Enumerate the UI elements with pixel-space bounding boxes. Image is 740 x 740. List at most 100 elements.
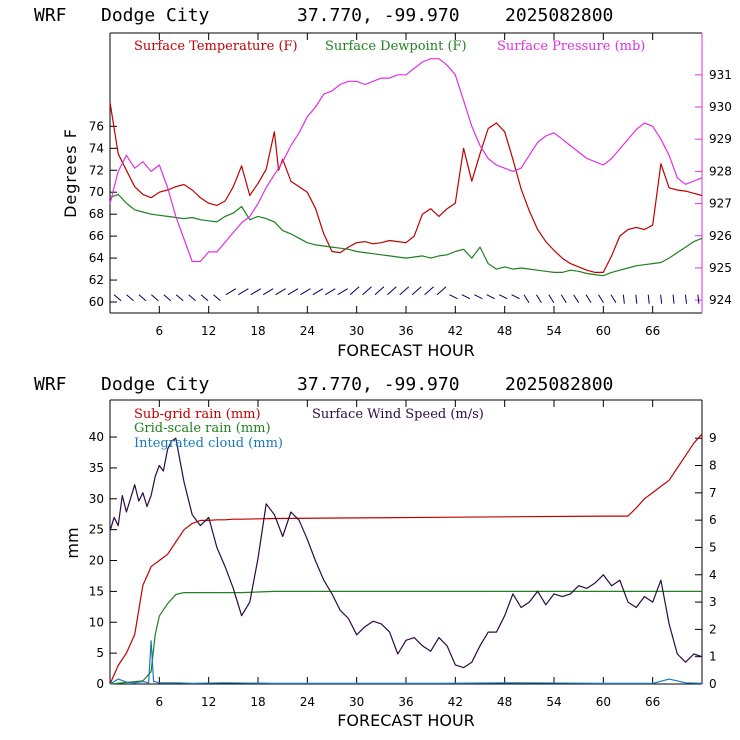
series-line-grid-scale-rain [109,590,702,685]
top-y-tick-label: 70 [89,185,104,199]
top-y2-tick-label: 926 [709,229,732,243]
top-panel-legend: Surface Temperature (F) Surface Dewpoint… [134,39,645,54]
bottom-y-tick-label: 15 [89,584,104,598]
bottom-x-tick-label: 36 [398,695,413,709]
bottom-x-tick-label: 24 [300,695,315,709]
top-panel-plot: 6 12 18 24 30 36 42 48 54 60 66 60 62 64 66 68 70 72 74 76 9… [89,32,732,338]
series-line-surface-wind-speed [109,437,703,669]
series-line-sub-grid-rain [109,433,703,685]
wind-barb [126,294,134,302]
wind-barb [449,294,458,300]
bottom-x-tick-label: 18 [250,695,265,709]
bottom-y-tick-label: 25 [89,523,104,537]
wind-barb [697,294,700,304]
wind-barb [175,294,184,302]
bottom-y-tick-label: 20 [89,554,104,568]
wind-barb [684,294,687,304]
wind-barb [225,288,237,296]
top-y-tick-label: 62 [89,273,104,287]
legend-surface-wind-speed: Surface Wind Speed (m/s) [312,407,484,422]
top-x-tick-label: 6 [156,324,164,338]
bottom-y2-tick-label: 0 [709,677,717,691]
bottom-x-tick-label: 48 [497,695,512,709]
legend-gridscale-rain: Grid-scale rain (mm) [134,421,271,436]
wind-barb [411,286,422,296]
wind-barb [672,294,675,304]
legend-subgrid-rain: Sub-grid rain (mm) [134,407,261,422]
wind-barb [287,288,299,296]
top-y2-tick-label: 929 [709,132,732,146]
wind-barb [262,288,274,296]
wind-barb [560,294,567,303]
bottom-y2-tick-label: 2 [709,622,717,636]
bottom-y-tick-label: 5 [96,646,104,660]
bottom-y2-tick-label: 7 [709,486,717,500]
top-x-tick-label: 60 [596,324,611,338]
wind-barb [622,294,625,304]
wind-barb [461,294,471,300]
top-y-tick-label: 74 [89,141,104,155]
top-x-tick-label: 66 [645,324,660,338]
top-x-tick-label: 18 [250,324,265,338]
wind-barb [647,294,650,304]
top-x-tick-label: 36 [398,324,413,338]
top-x-tick-label: 54 [546,324,561,338]
bottom-x-tick-label: 54 [546,695,561,709]
bottom-header-model: WRF [34,374,67,395]
wind-barb [312,288,324,296]
wind-barb [349,286,360,296]
top-y-tick-label: 60 [89,295,104,309]
wind-barb [548,294,555,303]
bottom-x-tick-label: 30 [349,695,364,709]
bottom-x-tick-label: 42 [448,695,463,709]
top-panel-header: WRF Dodge City 37.770, -99.970 202508280… [34,5,613,26]
wind-barb [635,294,638,304]
wind-barb [598,294,604,303]
bottom-panel-plot: 6 12 18 24 30 36 42 48 54 60 660510152025303540012… [89,399,717,709]
wind-barb [113,294,122,302]
top-header-run: 2025082800 [505,5,613,26]
wind-barb [337,288,348,296]
wind-barb [486,294,495,300]
top-x-tick-label: 30 [349,324,364,338]
wind-barb [573,294,580,303]
wind-barb [325,288,336,296]
wind-barb [200,294,209,302]
wind-barb [250,288,261,296]
top-y-tick-label: 76 [89,119,104,133]
bottom-x-tick-label: 66 [645,695,660,709]
legend-surface-pressure: Surface Pressure (mb) [497,39,645,54]
bottom-y2-tick-label: 3 [709,595,717,609]
legend-integrated-cloud: Integrated cloud (mm) [134,436,283,451]
legend-surface-dewpoint: Surface Dewpoint (F) [325,39,467,54]
wind-barb [585,294,592,303]
top-y2-tick-label: 924 [709,293,732,307]
wind-barb [523,294,530,303]
wind-barb [138,294,147,302]
bottom-y-tick-label: 35 [89,461,104,475]
bottom-header-run: 2025082800 [505,374,613,395]
bottom-x-tick-label: 6 [156,695,164,709]
bottom-x-axis-label: FORECAST HOUR [337,711,475,730]
top-y2-tick-label: 931 [709,68,732,82]
top-header-model: WRF [34,5,67,26]
bottom-header-station: Dodge City [101,374,210,395]
wind-barb [387,286,397,296]
bottom-panel-header: WRF Dodge City 37.770, -99.970 202508280… [34,374,613,395]
wind-barb [362,286,372,296]
series-line-integrated-cloud [109,640,703,685]
wind-barb [275,288,286,296]
wind-barb [151,294,159,302]
wind-barb [374,286,385,296]
wind-barb [535,294,542,303]
wind-barb [436,286,447,296]
wind-barb [300,288,311,296]
bottom-panel-legend: Sub-grid rain (mm) Grid-scale rain (mm) … [134,407,484,451]
bottom-y2-tick-label: 9 [709,431,717,445]
bottom-y2-tick-label: 6 [709,513,717,527]
bottom-x-tick-label: 12 [201,695,216,709]
wind-barb [188,294,196,302]
top-y2-tick-label: 928 [709,164,732,178]
bottom-y-axis-label: mm [63,527,82,558]
